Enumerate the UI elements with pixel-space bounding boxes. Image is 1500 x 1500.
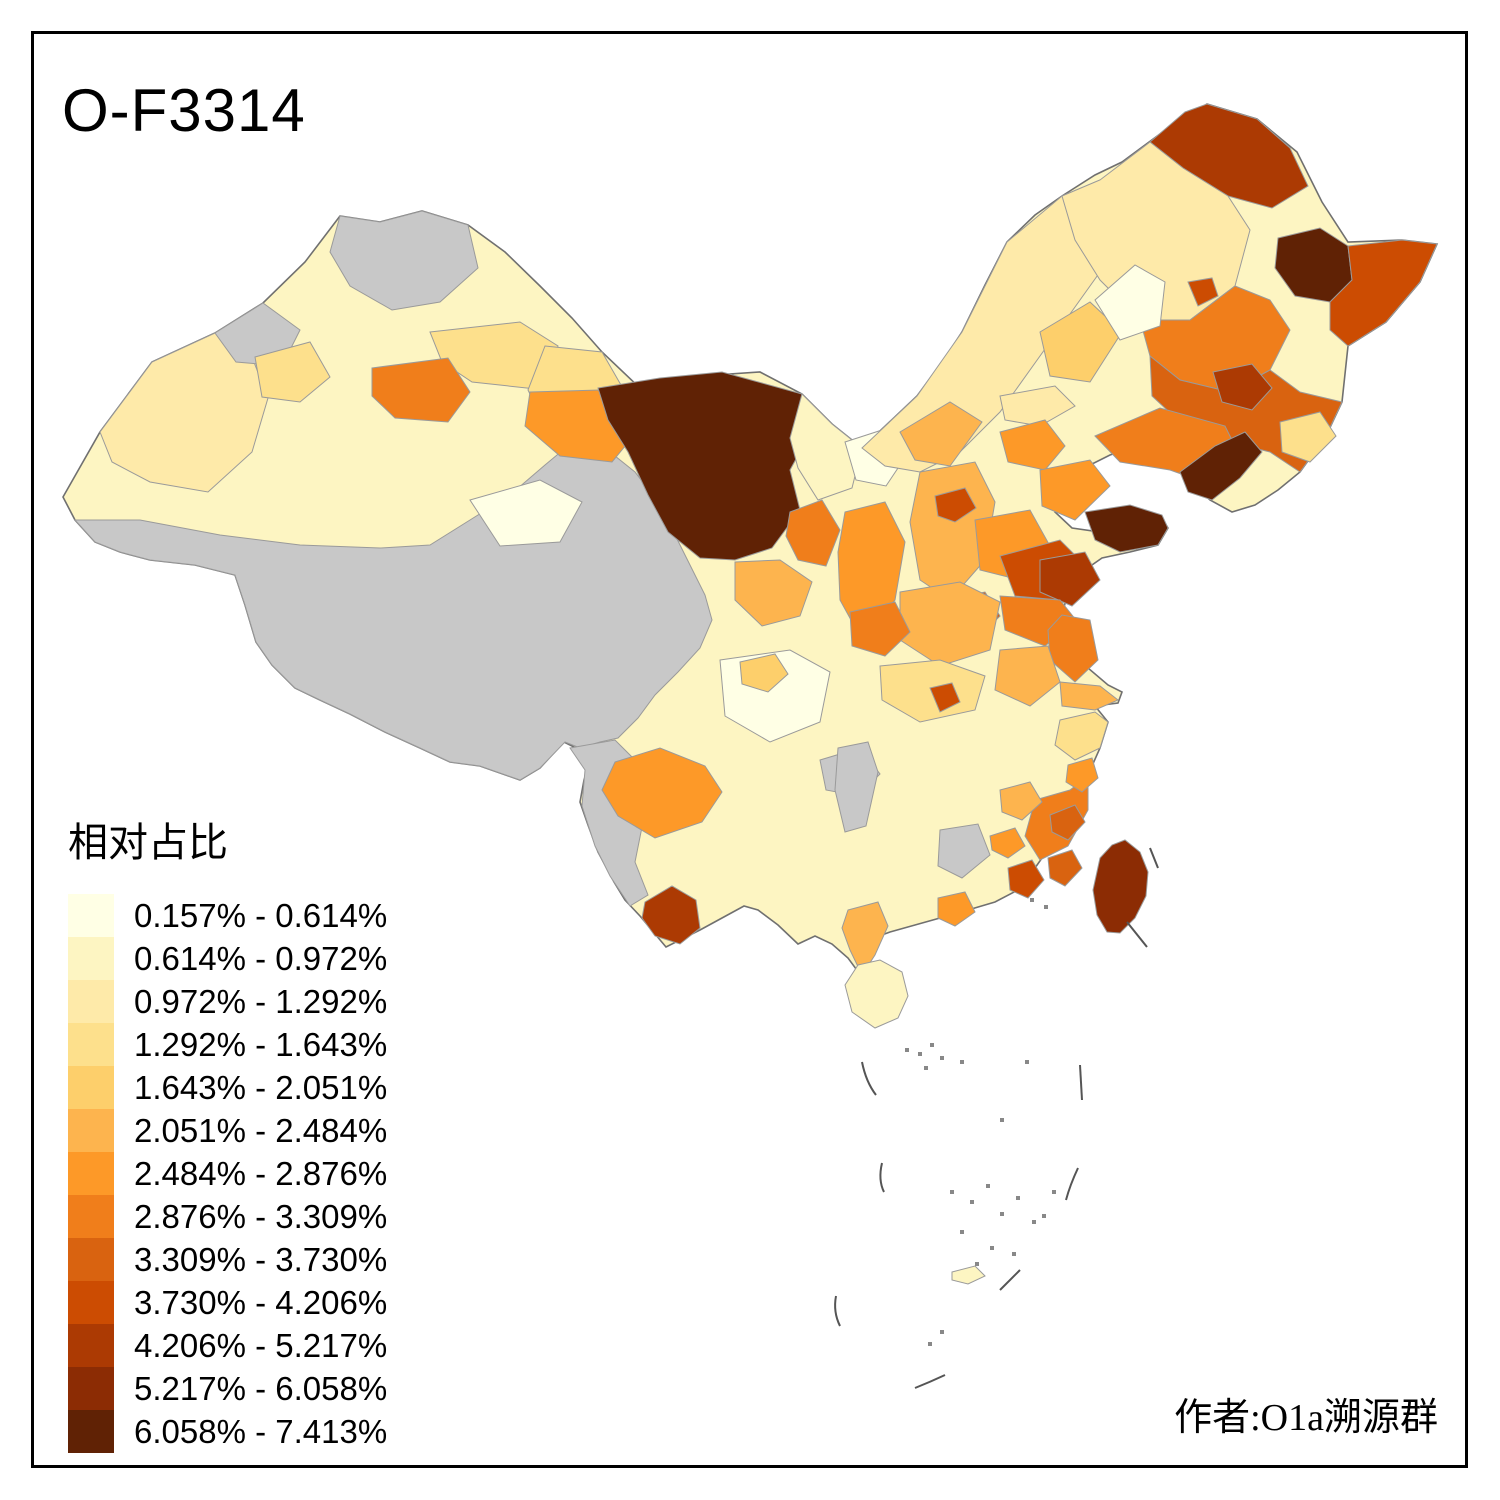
legend-row: 3.730% - 4.206% xyxy=(68,1281,387,1324)
region-shandong-peninsula xyxy=(1084,504,1169,553)
region-jiangsu-south xyxy=(1059,681,1119,711)
region-yichang-dark-spot xyxy=(929,682,961,713)
legend-label: 2.051% - 2.484% xyxy=(134,1111,388,1149)
region-shanxi xyxy=(909,461,996,601)
region-wenzhou-orange xyxy=(1065,757,1099,793)
legend-label: 2.484% - 2.876% xyxy=(134,1154,388,1192)
attribution: 作者:O1a溯源群 xyxy=(1174,1397,1438,1439)
region-zhejiang xyxy=(1054,711,1109,761)
region-dalian-peninsula xyxy=(1179,431,1263,501)
legend-label: 5.217% - 6.058% xyxy=(134,1369,388,1407)
island-specks xyxy=(905,898,1056,1346)
region-xinjiang-west-band xyxy=(99,332,269,493)
legend-row: 4.206% - 5.217% xyxy=(68,1324,387,1367)
region-jiangxi-orange-2 xyxy=(989,827,1026,859)
legend-swatch xyxy=(68,1195,114,1238)
legend-swatch xyxy=(68,1023,114,1066)
legend-swatch xyxy=(68,1367,114,1410)
region-ili-valley xyxy=(254,341,331,403)
region-zhangjiakou xyxy=(999,385,1076,427)
legend-swatch xyxy=(68,1324,114,1367)
region-alxa-west-inner-mongolia xyxy=(597,371,813,561)
region-xian xyxy=(849,601,911,657)
region-shenyang-dark xyxy=(1212,363,1273,411)
region-changbai-pale xyxy=(1279,411,1337,463)
region-beijing xyxy=(999,419,1066,471)
legend-row: 1.292% - 1.643% xyxy=(68,1023,387,1066)
region-hainan xyxy=(844,959,909,1029)
legend-row: 6.058% - 7.413% xyxy=(68,1410,387,1453)
region-hulunbuir-dark-spot xyxy=(1187,277,1219,307)
region-xishuangbanna xyxy=(641,885,701,945)
legend-swatch xyxy=(68,937,114,980)
legend-swatch xyxy=(68,1109,114,1152)
region-jiangsu-north xyxy=(1047,614,1099,683)
legend-row: 5.217% - 6.058% xyxy=(68,1367,387,1410)
legend-label: 0.614% - 0.972% xyxy=(134,939,388,977)
legend-swatch xyxy=(68,980,114,1023)
plot-frame xyxy=(31,31,1468,1468)
region-bayannur xyxy=(789,393,863,501)
legend-swatch xyxy=(68,1152,114,1195)
region-yunnan-central-band xyxy=(601,747,723,839)
legend-swatch xyxy=(68,1238,114,1281)
region-shandong-central xyxy=(1039,551,1101,607)
region-altay-north xyxy=(329,210,479,311)
legend-row: 2.876% - 3.309% xyxy=(68,1195,387,1238)
region-urumqi-turpan xyxy=(371,357,471,423)
region-taiwan xyxy=(1092,839,1149,934)
legend: 相对占比 0.157% - 0.614% 0.614% - 0.972% 0.972… xyxy=(68,810,387,1453)
legend-label: 2.876% - 3.309% xyxy=(134,1197,388,1235)
region-beihai-orange xyxy=(937,891,976,927)
region-chaoshan-dark xyxy=(1047,849,1083,887)
legend-row: 2.051% - 2.484% xyxy=(68,1109,387,1152)
region-golmud-basin xyxy=(469,479,583,547)
region-pearl-delta-dark xyxy=(1007,859,1045,899)
region-hunan-west-grey xyxy=(834,741,879,833)
legend-label: 6.058% - 7.413% xyxy=(134,1412,388,1450)
region-hulunbuir xyxy=(1061,141,1251,321)
legend-swatch xyxy=(68,1281,114,1324)
region-shijiazhuang-dark xyxy=(934,487,977,523)
legend-row: 0.972% - 1.292% xyxy=(68,980,387,1023)
page-title: O-F3314 xyxy=(62,77,306,144)
region-jiangxi-orange-1 xyxy=(999,781,1043,821)
region-quanzhou-dark xyxy=(1049,804,1086,841)
legend-title: 相对占比 xyxy=(68,820,228,865)
legend-label: 1.292% - 1.643% xyxy=(134,1025,388,1063)
region-ulanqab-orange xyxy=(899,401,983,467)
legend-row: 0.157% - 0.614% xyxy=(68,894,387,937)
legend-swatch xyxy=(68,1066,114,1109)
legend-label: 1.643% - 2.051% xyxy=(134,1068,388,1106)
region-chifeng xyxy=(1039,301,1123,383)
region-anhui xyxy=(994,645,1061,707)
legend-row: 0.614% - 0.972% xyxy=(68,937,387,980)
region-heilongjiang-east xyxy=(1329,239,1438,347)
region-baicheng-white xyxy=(1094,264,1166,341)
legend-row: 3.309% - 3.730% xyxy=(68,1238,387,1281)
legend-row: 1.643% - 2.051% xyxy=(68,1066,387,1109)
legend-label: 3.730% - 4.206% xyxy=(134,1283,388,1321)
legend-swatch xyxy=(68,894,114,937)
legend-swatch xyxy=(68,1410,114,1453)
region-tangshan-tianjin xyxy=(1039,459,1111,521)
legend-label: 0.972% - 1.292% xyxy=(134,982,388,1020)
region-scs-island xyxy=(951,1265,986,1285)
region-hunan-south-grey xyxy=(937,823,991,879)
region-lanzhou-gansu xyxy=(734,559,813,627)
south-china-sea-dashes xyxy=(834,847,1159,1389)
region-chengdu xyxy=(739,653,789,693)
legend-label: 0.157% - 0.614% xyxy=(134,896,388,934)
legend-rows: 0.157% - 0.614% 0.614% - 0.972% 0.972% - 1… xyxy=(68,894,387,1453)
legend-label: 4.206% - 5.217% xyxy=(134,1326,388,1364)
legend-label: 3.309% - 3.730% xyxy=(134,1240,388,1278)
region-ningxia xyxy=(785,499,841,567)
legend-row: 2.484% - 2.876% xyxy=(68,1152,387,1195)
